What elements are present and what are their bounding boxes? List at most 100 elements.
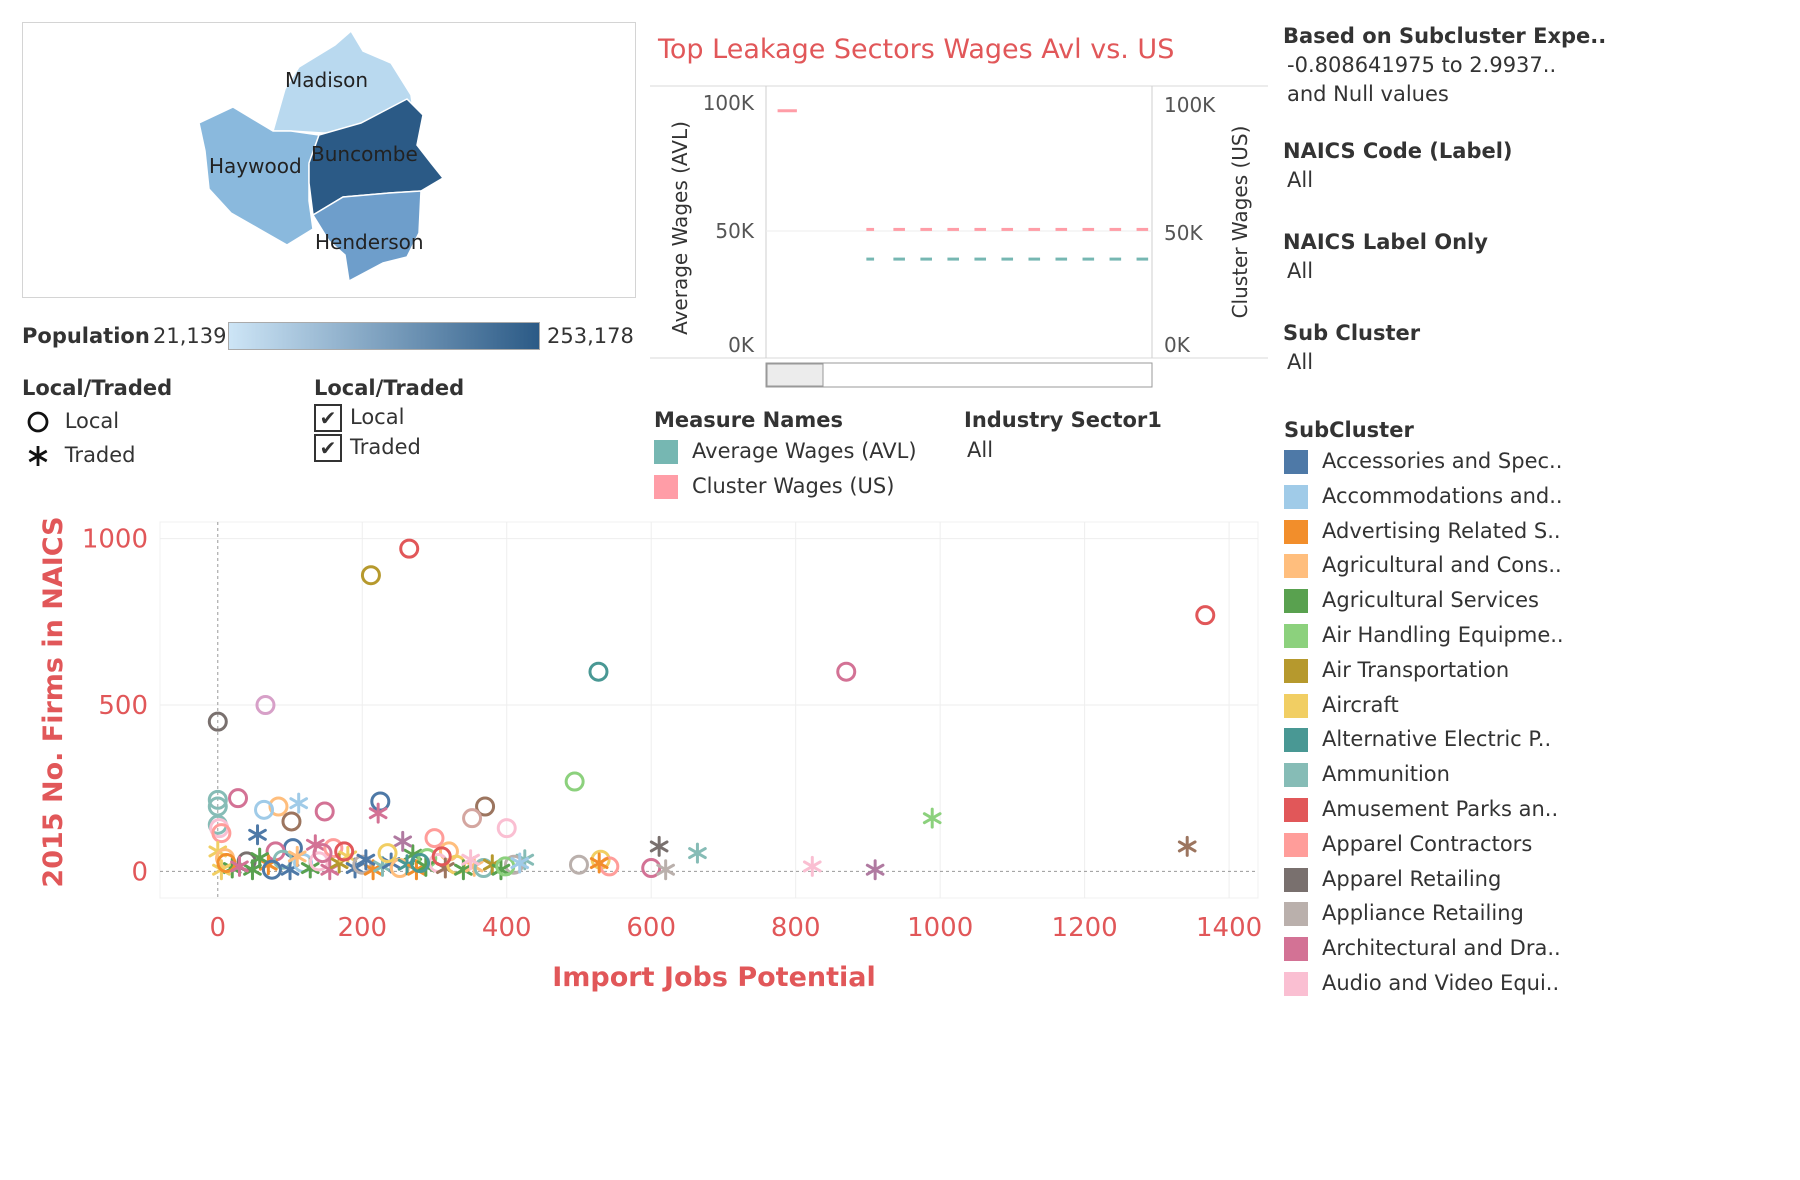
- filter-option-local[interactable]: ✔ Local: [314, 402, 574, 432]
- scatter-point-local[interactable]: [377, 843, 398, 864]
- subcluster-legend-item[interactable]: Agricultural Services: [1284, 583, 1554, 618]
- color-swatch: [1284, 832, 1308, 857]
- scatter-point-traded[interactable]: [865, 859, 885, 881]
- subcluster-legend-item[interactable]: Amusement Parks an..: [1284, 792, 1558, 827]
- measure-legend-item[interactable]: Cluster Wages (US): [654, 469, 954, 504]
- scatter-point-local[interactable]: [599, 856, 620, 877]
- wages-ytick-left: 100K: [703, 91, 755, 115]
- filter-value: All: [1287, 259, 1314, 283]
- scatter-point-traded[interactable]: [436, 857, 455, 879]
- subcluster-legend-item[interactable]: Air Transportation: [1284, 653, 1554, 688]
- scatter-point-local[interactable]: [207, 789, 228, 810]
- scatter-point-traded[interactable]: [289, 792, 309, 814]
- scatter-point-traded[interactable]: [656, 859, 675, 881]
- asterisk-icon: [28, 446, 48, 466]
- subcluster-legend: SubCluster Accessories and Spec.. Accommo…: [1284, 418, 1564, 1001]
- scatter-point-local[interactable]: [424, 828, 445, 849]
- filter-subcluster-expectation[interactable]: Based on Subcluster Expe.. -0.808641975 …: [1283, 24, 1606, 139]
- subcluster-legend-item[interactable]: Agricultural and Cons..: [1284, 548, 1562, 583]
- scatter-point-local[interactable]: [399, 538, 420, 559]
- scatter-point-traded[interactable]: [461, 849, 480, 871]
- checkbox-traded[interactable]: ✔: [314, 434, 342, 462]
- scatter-point-local[interactable]: [314, 801, 335, 822]
- scatter-point-traded[interactable]: [589, 852, 609, 874]
- scatter-point-local[interactable]: [641, 858, 662, 879]
- subcluster-legend-item[interactable]: Air Handling Equipme..: [1284, 618, 1564, 653]
- scatter-point-local[interactable]: [255, 695, 276, 716]
- subcluster-legend-label: Architectural and Dra..: [1322, 936, 1561, 961]
- subcluster-legend-item[interactable]: Accessories and Spec..: [1284, 444, 1562, 479]
- scatter-chart: 0 200 400 600 800 1000 1200 1400 0 500 1000 Import…: [38, 516, 1262, 993]
- wages-scrollbar-thumb[interactable]: [766, 363, 824, 387]
- scatter-point-local[interactable]: [261, 859, 282, 880]
- subcluster-legend-list: Accessories and Spec.. Accommodations and…: [1284, 444, 1564, 1001]
- checkbox-local[interactable]: ✔: [314, 404, 342, 432]
- scatter-point-local[interactable]: [410, 853, 431, 874]
- scatter-point-local[interactable]: [228, 788, 249, 809]
- county-henderson[interactable]: [311, 190, 422, 283]
- scatter-point-local[interactable]: [568, 854, 589, 875]
- scatter-point-local[interactable]: [475, 796, 496, 817]
- subcluster-legend-label: Accommodations and..: [1322, 483, 1563, 508]
- scatter-point-traded[interactable]: [510, 852, 530, 874]
- scatter-point-local[interactable]: [1195, 605, 1216, 626]
- filter-option-traded[interactable]: ✔ Traded: [314, 432, 574, 462]
- scatter-point-traded[interactable]: [922, 807, 942, 829]
- scatter-point-traded[interactable]: [287, 845, 307, 867]
- county-buncombe[interactable]: [308, 98, 445, 217]
- subcluster-legend-item[interactable]: Apparel Contractors: [1284, 827, 1554, 862]
- subcluster-legend-item[interactable]: Alternative Electric P..: [1284, 722, 1554, 757]
- wages-ytick-left: 50K: [715, 219, 754, 243]
- scatter-point-local[interactable]: [268, 796, 289, 817]
- filter-naics-label[interactable]: NAICS Label Only All: [1283, 230, 1553, 321]
- scatter-point-local[interactable]: [207, 711, 228, 732]
- scatter-point-local[interactable]: [254, 799, 275, 820]
- scatter-point-traded[interactable]: [356, 849, 376, 871]
- scatter-point-local[interactable]: [431, 846, 452, 867]
- scatter-point-local[interactable]: [462, 808, 483, 829]
- scatter-point-local[interactable]: [334, 841, 355, 862]
- scatter-xtick: 0: [210, 913, 227, 943]
- industry-sector-filter[interactable]: Industry Sector1 All: [964, 408, 1214, 462]
- scatter-point-traded[interactable]: [1177, 835, 1197, 857]
- scatter-point-local[interactable]: [211, 823, 232, 844]
- scatter-point-local[interactable]: [836, 661, 857, 682]
- shape-legend-label: Local: [64, 409, 120, 433]
- scatter-point-local[interactable]: [370, 791, 391, 812]
- scatter-point-traded[interactable]: [649, 835, 669, 857]
- scatter-point-traded[interactable]: [250, 847, 270, 869]
- subcluster-legend-item[interactable]: Advertising Related S..: [1284, 514, 1561, 549]
- subcluster-legend-item[interactable]: Appliance Retailing: [1284, 896, 1554, 931]
- scatter-point-traded[interactable]: [248, 824, 267, 846]
- measure-legend-item[interactable]: Average Wages (AVL): [654, 434, 954, 469]
- scatter-point-local[interactable]: [360, 565, 381, 586]
- subcluster-legend-item[interactable]: Architectural and Dra..: [1284, 931, 1561, 966]
- scatter-ytick: 1000: [82, 525, 148, 555]
- subcluster-legend-item[interactable]: Ammunition: [1284, 757, 1554, 792]
- scatter-point-local[interactable]: [281, 811, 302, 832]
- scatter-point-traded[interactable]: [393, 830, 413, 852]
- scatter-point-local[interactable]: [588, 661, 609, 682]
- scatter-point-local[interactable]: [564, 771, 585, 792]
- shape-legend-item-local[interactable]: Local: [22, 404, 282, 438]
- shape-legend-item-traded[interactable]: Traded: [22, 438, 282, 472]
- wages-scrollbar-track[interactable]: [765, 362, 1153, 388]
- scatter-xtick: 1400: [1196, 913, 1262, 943]
- scatter-point-local[interactable]: [323, 838, 344, 859]
- subcluster-legend-item[interactable]: Accommodations and..: [1284, 479, 1563, 514]
- filter-naics-code[interactable]: NAICS Code (Label) All: [1283, 139, 1553, 230]
- scatter-point-traded[interactable]: [688, 842, 707, 864]
- industry-filter-value[interactable]: All: [967, 438, 994, 462]
- scatter-point-traded[interactable]: [368, 802, 388, 824]
- color-swatch: [1284, 867, 1308, 892]
- scatter-point-local[interactable]: [496, 818, 517, 839]
- filter-sub-cluster[interactable]: Sub Cluster All: [1283, 321, 1553, 409]
- subcluster-legend-item[interactable]: Apparel Retailing: [1284, 862, 1554, 897]
- subcluster-legend-item[interactable]: Audio and Video Equi..: [1284, 966, 1559, 1001]
- subcluster-legend-label: Alternative Electric P..: [1322, 727, 1552, 752]
- subcluster-legend-item[interactable]: Aircraft: [1284, 688, 1554, 723]
- color-swatch: [1284, 937, 1308, 962]
- scatter-point-local[interactable]: [312, 843, 333, 864]
- scatter-point-traded[interactable]: [802, 855, 822, 877]
- scatter-point-traded[interactable]: [230, 855, 249, 877]
